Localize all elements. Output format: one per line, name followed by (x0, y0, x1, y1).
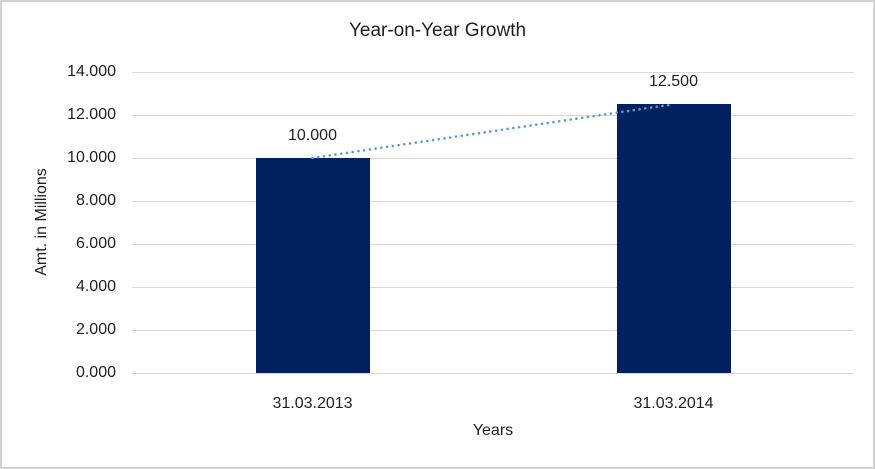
gridline (132, 286, 854, 288)
x-tick-label: 31.03.2014 (633, 395, 714, 412)
data-label: 12.500 (649, 73, 698, 91)
x-axis-title: Years (472, 422, 514, 439)
y-tick-label: 2.000 (75, 321, 116, 338)
gridline (132, 372, 854, 374)
bar[interactable] (616, 104, 731, 373)
y-tick-label: 6.000 (75, 235, 116, 252)
x-tick-label: 31.03.2013 (272, 395, 353, 412)
y-tick-label: 14.000 (67, 63, 116, 80)
bar[interactable] (255, 158, 370, 373)
y-tick-label: 0.000 (75, 364, 116, 381)
gridline (132, 200, 854, 202)
y-axis-title: Amt. in Millions (33, 168, 50, 276)
y-tick-label: 8.000 (75, 192, 116, 209)
gridline (132, 114, 854, 116)
y-tick-label: 10.000 (67, 149, 116, 166)
y-tick-label: 12.000 (67, 106, 116, 123)
gridline (132, 157, 854, 159)
y-tick-label: 4.000 (75, 278, 116, 295)
gridline (132, 71, 854, 73)
chart-title: Year-on-Year Growth (348, 20, 527, 41)
data-label: 10.000 (288, 127, 337, 144)
gridline (132, 329, 854, 331)
gridline (132, 243, 854, 245)
